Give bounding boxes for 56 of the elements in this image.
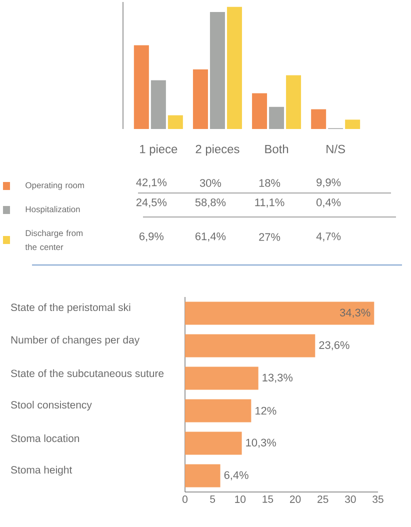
bar bbox=[269, 106, 284, 129]
data-label: 34,3% bbox=[340, 308, 370, 318]
y-tick-label: State of the subcutaneous suture bbox=[10, 369, 164, 378]
y-tick-label: Stoma height bbox=[10, 466, 72, 476]
x-tick-label: 1 piece bbox=[140, 144, 178, 156]
legend-label: Operating room bbox=[26, 182, 84, 190]
bar bbox=[210, 12, 225, 129]
y-tick-label: State of the peristomal ski bbox=[10, 303, 130, 314]
y-tick-label: Stoma location bbox=[10, 434, 80, 442]
data-label: 4,7% bbox=[316, 232, 341, 242]
bar bbox=[185, 366, 258, 390]
x-tick-label: 35 bbox=[372, 496, 384, 503]
data-label: 9,9% bbox=[316, 178, 341, 188]
x-tick-label: Both bbox=[265, 144, 288, 154]
x-tick-label: N/S bbox=[326, 144, 345, 154]
bar bbox=[252, 93, 268, 129]
x-tick-label: 15 bbox=[262, 496, 274, 503]
bar bbox=[192, 69, 208, 129]
data-label: 18% bbox=[259, 179, 280, 187]
bar bbox=[134, 45, 149, 129]
data-label: 13,3% bbox=[262, 374, 293, 383]
x-tick-label: 10 bbox=[235, 496, 246, 503]
bar bbox=[185, 302, 374, 325]
bar bbox=[345, 120, 360, 129]
x-tick-label: 30 bbox=[345, 496, 356, 503]
y-tick-label: Number of changes per day bbox=[11, 336, 140, 346]
data-label: 42,1% bbox=[136, 178, 167, 188]
data-label: 11,1% bbox=[255, 198, 284, 208]
data-label: 30% bbox=[200, 179, 222, 187]
data-label: 23,6% bbox=[319, 341, 350, 350]
bar bbox=[185, 432, 242, 455]
data-label: 0,4% bbox=[316, 198, 341, 208]
bar bbox=[150, 80, 166, 129]
bar bbox=[286, 75, 302, 129]
data-label: 6,9% bbox=[140, 232, 164, 242]
bar bbox=[185, 399, 252, 422]
data-label: 12% bbox=[256, 406, 276, 415]
x-tick-label: 20 bbox=[290, 496, 301, 503]
data-label: 58,8% bbox=[195, 198, 226, 208]
bar bbox=[168, 115, 183, 129]
x-tick-label: 2 pieces bbox=[196, 144, 240, 156]
data-label: 61,4% bbox=[196, 232, 226, 242]
x-tick-label: 5 bbox=[210, 496, 216, 503]
data-label: 24,5% bbox=[136, 198, 167, 208]
data-label: 6,4% bbox=[224, 471, 248, 480]
bar bbox=[185, 464, 220, 488]
y-tick-label: Stool consistency bbox=[10, 400, 92, 411]
bar bbox=[185, 334, 316, 358]
data-label: 10,3% bbox=[246, 438, 276, 448]
legend-label: Discharge from the center bbox=[25, 230, 83, 250]
x-tick-label: 25 bbox=[318, 496, 328, 503]
x-tick-label: 0 bbox=[182, 496, 188, 503]
bar bbox=[226, 6, 242, 129]
bar bbox=[311, 109, 326, 129]
legend-label: Hospitalization bbox=[26, 206, 80, 214]
data-label: 27% bbox=[259, 233, 280, 241]
